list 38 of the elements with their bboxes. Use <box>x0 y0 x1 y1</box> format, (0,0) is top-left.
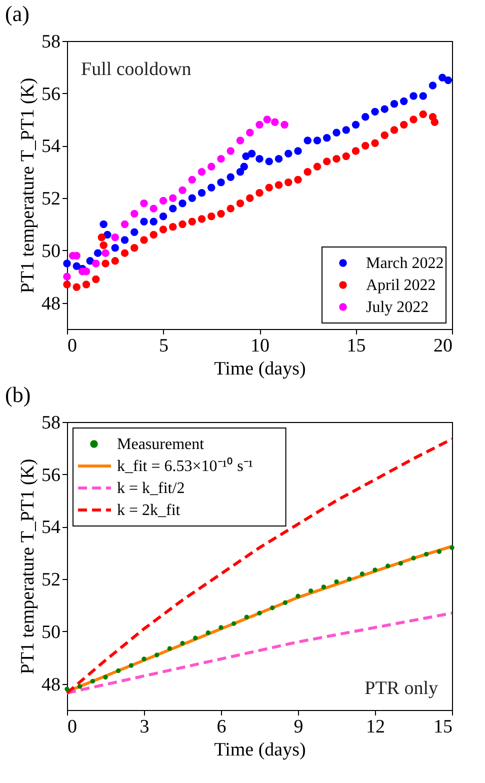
y-tick-label: 58 <box>42 412 60 434</box>
y-tick-label: 50 <box>42 622 60 643</box>
x-tick-label: 10 <box>250 336 270 356</box>
chart-title: (a) <box>5 1 30 26</box>
legend-label: k = k_fit/2 <box>117 480 185 497</box>
legend-label: April 2022 <box>366 277 436 294</box>
x-tick-label: 5 <box>159 336 168 356</box>
x-tick-label: 6 <box>216 716 226 738</box>
legend-label: k_fit = 6.53×10⁻¹⁰ s⁻¹ <box>117 457 254 475</box>
y-tick-label: 54 <box>42 517 61 538</box>
legend-label: July 2022 <box>366 299 429 316</box>
x-tick-label: 0 <box>68 716 77 738</box>
y-tick-label: 54 <box>42 136 61 158</box>
y-tick-label: 52 <box>42 570 60 591</box>
chart-title: (b) <box>5 382 31 407</box>
annotation: Full cooldown <box>81 59 192 80</box>
y-tick-label: 58 <box>42 32 60 52</box>
x-tick-label: 9 <box>294 716 304 738</box>
x-tick-label: 20 <box>434 336 452 356</box>
x-tick-label: 12 <box>366 716 385 738</box>
legend-label: March 2022 <box>366 255 444 272</box>
legend-label: Measurement <box>117 436 205 453</box>
y-axis-title: PT1 temperature T_PT1 (K) <box>18 458 38 674</box>
y-tick-label: 56 <box>42 464 60 486</box>
y-tick-label: 52 <box>42 188 60 210</box>
y-tick-label: 48 <box>42 293 60 314</box>
x-axis-title: Time (days) <box>214 358 306 380</box>
x-tick-label: 3 <box>140 716 150 738</box>
y-tick-label: 56 <box>42 84 60 105</box>
x-axis-title: Time (days) <box>214 740 306 760</box>
y-tick-label: 48 <box>42 674 60 696</box>
x-tick-label: 0 <box>68 336 77 356</box>
y-tick-label: 50 <box>42 240 60 262</box>
x-tick-label: 15 <box>346 336 366 356</box>
annotation: PTR only <box>364 678 438 699</box>
legend-label: k = 2k_fit <box>117 502 181 519</box>
y-axis-title: PT1 temperature T_PT1 (K) <box>18 78 38 294</box>
x-tick-label: 15 <box>434 716 452 738</box>
